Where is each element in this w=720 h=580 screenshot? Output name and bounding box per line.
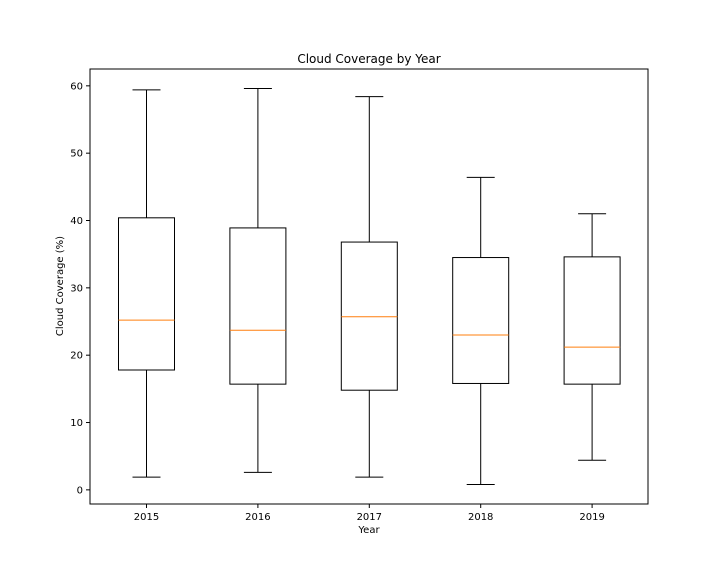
y-tick-label-60: 60 bbox=[70, 81, 83, 92]
y-tick-label-30: 30 bbox=[70, 283, 83, 294]
box-2015 bbox=[118, 217, 175, 371]
box-group-2019 bbox=[563, 213, 621, 461]
x-axis-label: Year bbox=[357, 525, 380, 536]
box-group-2016 bbox=[229, 88, 287, 473]
box-2016 bbox=[229, 227, 287, 385]
box-group-2018 bbox=[452, 176, 510, 485]
box-marks bbox=[118, 88, 621, 485]
x-tick-label-2016: 2016 bbox=[245, 512, 270, 523]
y-axis-label: Cloud Coverage (%) bbox=[55, 236, 66, 336]
y-axis-ticks: 0 10 20 30 40 50 60 bbox=[70, 81, 90, 496]
y-tick-label-10: 10 bbox=[70, 418, 83, 429]
box-group-2015 bbox=[118, 89, 175, 478]
x-tick-label-2015: 2015 bbox=[134, 512, 159, 523]
x-axis-ticks: 2015 2016 2017 2018 2019 bbox=[134, 504, 605, 523]
chart-title: Cloud Coverage by Year bbox=[297, 52, 440, 66]
y-tick-label-40: 40 bbox=[70, 216, 83, 227]
y-tick-label-0: 0 bbox=[77, 485, 83, 496]
x-tick-label-2019: 2019 bbox=[579, 512, 604, 523]
x-tick-label-2018: 2018 bbox=[468, 512, 493, 523]
y-tick-label-50: 50 bbox=[70, 149, 83, 160]
box-2019 bbox=[563, 256, 621, 385]
box-group-2017 bbox=[340, 96, 398, 478]
box-2018 bbox=[452, 257, 510, 384]
y-tick-label-20: 20 bbox=[70, 351, 83, 362]
box-2017 bbox=[340, 241, 398, 391]
x-tick-label-2017: 2017 bbox=[357, 512, 382, 523]
